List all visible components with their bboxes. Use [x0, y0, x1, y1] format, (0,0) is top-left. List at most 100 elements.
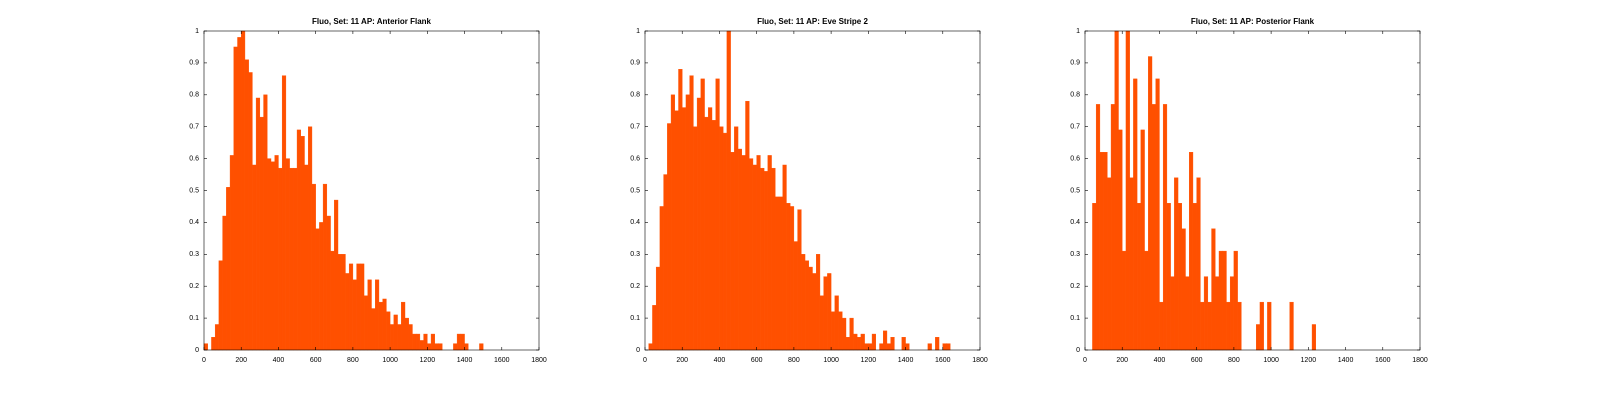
x-tick-label: 1000 [382, 357, 398, 364]
x-tick-label: 1200 [1301, 357, 1317, 364]
bar [1129, 177, 1134, 351]
chart-title: Fluo, Set: 11 AP: Anterior Flank [312, 17, 432, 26]
bar [670, 94, 675, 351]
bar [782, 164, 787, 351]
bar [838, 311, 843, 351]
y-tick-label: 0.5 [1070, 187, 1080, 194]
bar [726, 30, 731, 351]
bar [722, 132, 728, 351]
bar [226, 187, 231, 351]
bar [786, 203, 791, 351]
bar [389, 324, 395, 351]
y-tick-label: 0.6 [630, 155, 640, 162]
bar [319, 222, 324, 351]
bar [886, 343, 891, 351]
bar [300, 136, 305, 351]
bar [211, 337, 216, 351]
bar [682, 107, 687, 351]
x-tick-label: 1200 [420, 357, 436, 364]
bar [797, 209, 802, 351]
y-tick-label: 0.4 [630, 219, 640, 226]
bar [696, 97, 702, 351]
bar [430, 333, 435, 351]
bar [793, 241, 798, 351]
bar [1110, 104, 1115, 351]
bar [700, 78, 705, 351]
bar [248, 72, 253, 351]
bar [1185, 276, 1190, 351]
bar [730, 152, 735, 351]
bar [760, 167, 765, 351]
bar [652, 305, 657, 351]
bar [1159, 301, 1164, 351]
bar [678, 69, 683, 351]
bar [415, 333, 421, 351]
bar [1099, 152, 1104, 351]
y-tick-label: 0.9 [189, 60, 199, 67]
bar [719, 126, 724, 351]
x-tick-label: 1800 [1412, 357, 1428, 364]
y-tick-label: 0.5 [630, 187, 640, 194]
y-tick-label: 0.2 [1070, 283, 1080, 290]
bar [308, 126, 313, 351]
x-tick-label: 1600 [1375, 357, 1391, 364]
bar [827, 273, 832, 351]
x-tick-label: 0 [1083, 357, 1087, 364]
bar [901, 337, 906, 351]
x-tick-label: 1000 [823, 357, 839, 364]
y-tick-label: 0.3 [1070, 251, 1080, 258]
x-tick-label: 600 [1191, 357, 1203, 364]
bar [674, 110, 679, 351]
y-tick-label: 0.4 [1070, 219, 1080, 226]
bar [775, 196, 780, 351]
x-tick-label: 1000 [1263, 357, 1279, 364]
bar [1189, 152, 1194, 351]
bar [438, 343, 443, 351]
bar [871, 333, 876, 351]
bar [946, 343, 951, 351]
x-tick-label: 600 [310, 357, 322, 364]
bar [345, 273, 350, 351]
bar [367, 279, 372, 351]
bar [229, 155, 234, 351]
bar [737, 148, 742, 351]
bar [360, 263, 365, 351]
bar [1092, 203, 1097, 351]
bar [434, 343, 439, 351]
bar [749, 158, 754, 351]
x-tick-label: 200 [235, 357, 247, 364]
bar [1170, 276, 1175, 351]
bar [214, 324, 220, 351]
bar [274, 155, 279, 351]
bar [890, 337, 895, 351]
bar [1174, 177, 1179, 351]
bar [834, 295, 839, 351]
bar [479, 343, 484, 351]
bar [456, 333, 462, 351]
y-tick-label: 0.9 [630, 60, 640, 67]
bar [741, 155, 746, 351]
bar [1192, 203, 1197, 351]
bar [734, 126, 739, 351]
bar [1107, 177, 1112, 351]
y-tick-label: 0.3 [630, 251, 640, 258]
bar [819, 295, 824, 351]
y-tick-label: 0.1 [1070, 315, 1080, 322]
bar [711, 120, 716, 351]
bar [1229, 276, 1235, 351]
bar [397, 324, 402, 351]
bar [1103, 152, 1108, 351]
bar [804, 260, 809, 351]
bar [1118, 129, 1123, 351]
bar [352, 279, 357, 351]
bar [659, 206, 664, 351]
bar [296, 129, 301, 351]
bar [1155, 78, 1160, 351]
bar [708, 107, 713, 351]
bar [693, 126, 698, 351]
bar [222, 215, 227, 351]
bar [363, 295, 368, 351]
x-tick-label: 1400 [898, 357, 914, 364]
bar [812, 273, 817, 351]
